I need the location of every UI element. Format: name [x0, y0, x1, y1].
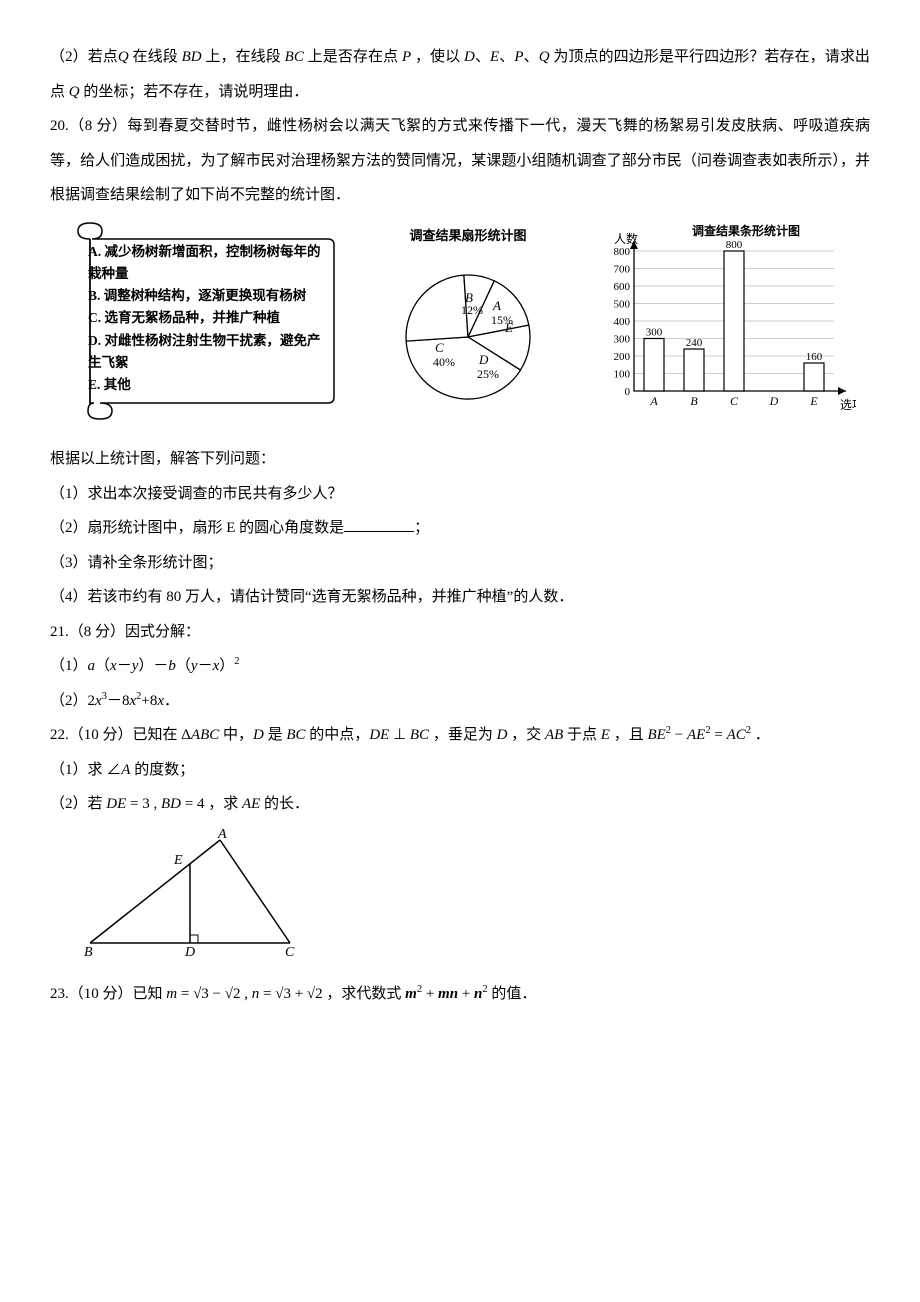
svg-text:C: C — [435, 340, 444, 355]
svg-text:选项: 选项 — [840, 398, 856, 412]
svg-text:B: B — [690, 394, 698, 408]
svg-text:调查结果条形统计图: 调查结果条形统计图 — [692, 223, 800, 238]
q21-p1: （1）a（x－y）－b（y－x）2 — [50, 649, 870, 684]
q20-s2: （2）扇形统计图中，扇形 E 的圆心角度数是 ； — [50, 511, 870, 546]
svg-text:160: 160 — [806, 351, 823, 363]
option-A: A. 减少杨树新增面积，控制杨树每年的栽种量 — [88, 241, 326, 286]
svg-text:240: 240 — [686, 337, 703, 349]
q21-head: 21.（8 分）因式分解： — [50, 615, 870, 650]
svg-text:0: 0 — [625, 386, 631, 398]
tri-label-A: A — [217, 828, 227, 842]
q20-s3: （3）请补全条形统计图； — [50, 546, 870, 581]
svg-text:C: C — [730, 394, 739, 408]
svg-text:500: 500 — [614, 298, 631, 310]
bar-chart-wrap: 调查结果条形统计图人数0100200300400500600700800300A… — [596, 221, 856, 435]
blank-fill[interactable] — [344, 516, 414, 532]
option-C: C. 选育无絮杨品种，并推广种植 — [88, 307, 326, 329]
q22-head: 22.（10 分）已知在 ΔABC 中，D 是 BC 的中点，DE ⊥ BC ，… — [50, 718, 870, 753]
svg-text:600: 600 — [614, 281, 631, 293]
pie-title: 调查结果扇形统计图 — [358, 221, 578, 251]
option-B: B. 调整树种结构，逐渐更换现有杨树 — [88, 285, 326, 307]
triangle-figure: B D C A E — [80, 828, 870, 972]
q20-figure-row: A. 减少杨树新增面积，控制杨树每年的栽种量 B. 调整树种结构，逐渐更换现有杨… — [70, 221, 870, 435]
svg-text:40%: 40% — [433, 355, 455, 369]
svg-text:12%: 12% — [461, 303, 483, 317]
q20-s2-tail: ； — [414, 520, 429, 536]
q20-s4: （4）若该市约有 80 万人，请估计赞同“选育无絮杨品种，并推广种植”的人数． — [50, 580, 870, 615]
svg-text:800: 800 — [614, 246, 631, 258]
svg-text:300: 300 — [614, 333, 631, 345]
svg-text:300: 300 — [646, 326, 663, 338]
svg-text:A: A — [492, 298, 501, 313]
svg-text:800: 800 — [726, 239, 743, 251]
svg-text:25%: 25% — [477, 367, 499, 381]
tri-label-D: D — [184, 945, 195, 958]
tri-label-C: C — [285, 945, 295, 958]
svg-text:A: A — [649, 394, 658, 408]
q22-p2: （2）若 DE = 3 , BD = 4 ，求 AE 的长． — [50, 787, 870, 822]
svg-text:700: 700 — [614, 263, 631, 275]
svg-text:E: E — [504, 320, 513, 335]
q20-s2-text: （2）扇形统计图中，扇形 E 的圆心角度数是 — [50, 520, 344, 536]
svg-text:400: 400 — [614, 316, 631, 328]
q21-p2: （2）2x3－8x2+8x． — [50, 684, 870, 719]
svg-text:D: D — [769, 394, 779, 408]
tri-label-B: B — [84, 945, 93, 958]
bar-chart: 调查结果条形统计图人数0100200300400500600700800300A… — [596, 221, 856, 421]
pie-chart-wrap: 调查结果扇形统计图 A15%B12%C40%D25%E — [358, 221, 578, 426]
pie-chart: A15%B12%C40%D25%E — [383, 252, 553, 412]
svg-text:100: 100 — [614, 368, 631, 380]
q19-part2: （2）若点Q 在线段 BD 上，在线段 BC 上是否存在点 P ，使以 D、E、… — [50, 40, 870, 109]
q20-intro: 20.（8 分）每到春夏交替时节，雌性杨树会以满天飞絮的方式来传播下一代，漫天飞… — [50, 109, 870, 213]
q20-s1: （1）求出本次接受调查的市民共有多少人？ — [50, 477, 870, 512]
option-D: D. 对雌性杨树注射生物干扰素，避免产生飞絮 — [88, 330, 326, 375]
svg-text:D: D — [478, 352, 489, 367]
svg-text:E: E — [809, 394, 818, 408]
tri-label-E: E — [173, 853, 183, 868]
q22-p1: （1）求 ∠A 的度数； — [50, 753, 870, 788]
option-E: E. 其他 — [88, 374, 326, 396]
options-scroll: A. 减少杨树新增面积，控制杨树每年的栽种量 B. 调整树种结构，逐渐更换现有杨… — [70, 221, 340, 421]
q20-post: 根据以上统计图，解答下列问题： — [50, 442, 870, 477]
q23-text: 23.（10 分）已知 m = √3 − √2 , n = √3 + √2 ，求… — [50, 977, 870, 1012]
svg-text:200: 200 — [614, 351, 631, 363]
